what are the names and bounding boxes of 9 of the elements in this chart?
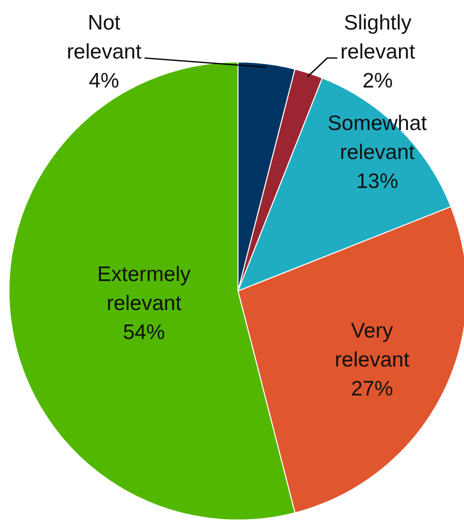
data-label: 13%: [356, 170, 398, 194]
slice-label: Extermely relevant: [97, 263, 192, 316]
data-label: 27%: [351, 378, 394, 401]
data-label: 4%: [88, 69, 120, 92]
data-label: 2%: [362, 69, 393, 92]
data-label: 54%: [122, 321, 165, 344]
slice-label: Slightly relevant: [340, 11, 416, 64]
slice-label: Not relevant: [66, 11, 142, 64]
slice-label: Very relevant: [334, 320, 410, 372]
